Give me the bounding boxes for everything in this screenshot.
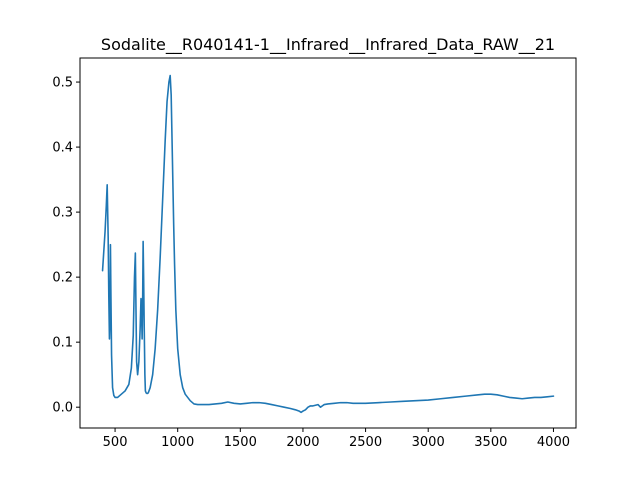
plot-frame — [79, 57, 577, 429]
plot-background — [80, 58, 576, 428]
chart-title: Sodalite__R040141-1__Infrared__Infrared_… — [101, 35, 555, 55]
axes-layer: 500 1000 1500 2000 2500 3000 3500 4000 0.0 0.1 0.2… — [52, 76, 570, 450]
y-tick-label: 0.5 — [52, 76, 73, 91]
x-tick-label: 3000 — [412, 435, 445, 450]
x-tick-label: 3500 — [474, 435, 507, 450]
series-layer — [101, 74, 555, 414]
y-tick-label: 0.4 — [52, 141, 73, 156]
y-tick-label: 0.3 — [52, 206, 73, 221]
y-tick-label: 0.1 — [52, 336, 73, 351]
y-tick-label: 0.0 — [52, 401, 73, 416]
x-tick-label: 1000 — [161, 435, 194, 450]
x-tick-label: 4000 — [537, 435, 570, 450]
series-line — [101, 74, 555, 414]
x-tick-label: 2500 — [349, 435, 382, 450]
y-tick-label: 0.2 — [52, 271, 73, 286]
x-tick-label: 2000 — [286, 435, 319, 450]
x-tick-label: 500 — [103, 435, 128, 450]
x-tick-label: 1500 — [224, 435, 257, 450]
